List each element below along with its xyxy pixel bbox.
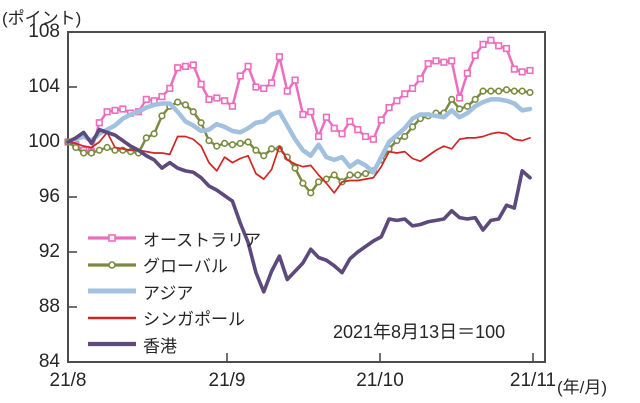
series-line-asia	[65, 97, 533, 175]
x-tick-label: 21/10	[356, 370, 404, 391]
x-tick-label: 21/9	[208, 370, 246, 391]
legend-label-singapore: シンガポール	[143, 310, 245, 330]
legend-item-hongkong: 香港	[88, 331, 261, 358]
legend-swatch-singapore	[88, 316, 136, 319]
legend-label-hongkong: 香港	[143, 336, 177, 356]
series-line-hongkong	[66, 127, 532, 294]
baseline-annotation: 2021年8月13日＝100	[333, 322, 506, 342]
legend-swatch-asia	[88, 288, 136, 294]
legend-swatch-hongkong	[88, 342, 136, 347]
series-line-singapore	[67, 131, 531, 194]
legend-item-australia: オーストラリア	[88, 225, 261, 252]
legend-swatch-australia	[88, 234, 136, 243]
legend-label-global: グローバル	[143, 257, 228, 277]
x-tick-label: 21/8	[49, 370, 87, 391]
x-tick-label: 21/11	[509, 370, 557, 391]
legend-label-asia: アジア	[143, 283, 194, 303]
y-tick-label: 88	[38, 296, 60, 317]
y-tick-label: 104	[28, 76, 60, 97]
legend-label-australia: オーストラリア	[143, 230, 262, 250]
legend-item-asia: アジア	[88, 278, 261, 305]
legend: オーストラリア グローバルアジアシンガポール 香港	[88, 225, 261, 358]
y-tick-label: 96	[38, 186, 60, 207]
legend-item-singapore: シンガポール	[88, 305, 261, 332]
y-tick-label: 92	[38, 241, 60, 262]
legend-item-global: グローバル	[88, 252, 261, 279]
legend-swatch-global	[88, 260, 136, 269]
y-tick-label: 108	[28, 21, 60, 42]
y-tick-label: 100	[28, 131, 60, 152]
y-axis-unit-label: (ポイント)	[2, 9, 82, 28]
x-axis-unit-label: (年/月)	[557, 378, 608, 397]
y-tick-label: 84	[38, 351, 60, 372]
